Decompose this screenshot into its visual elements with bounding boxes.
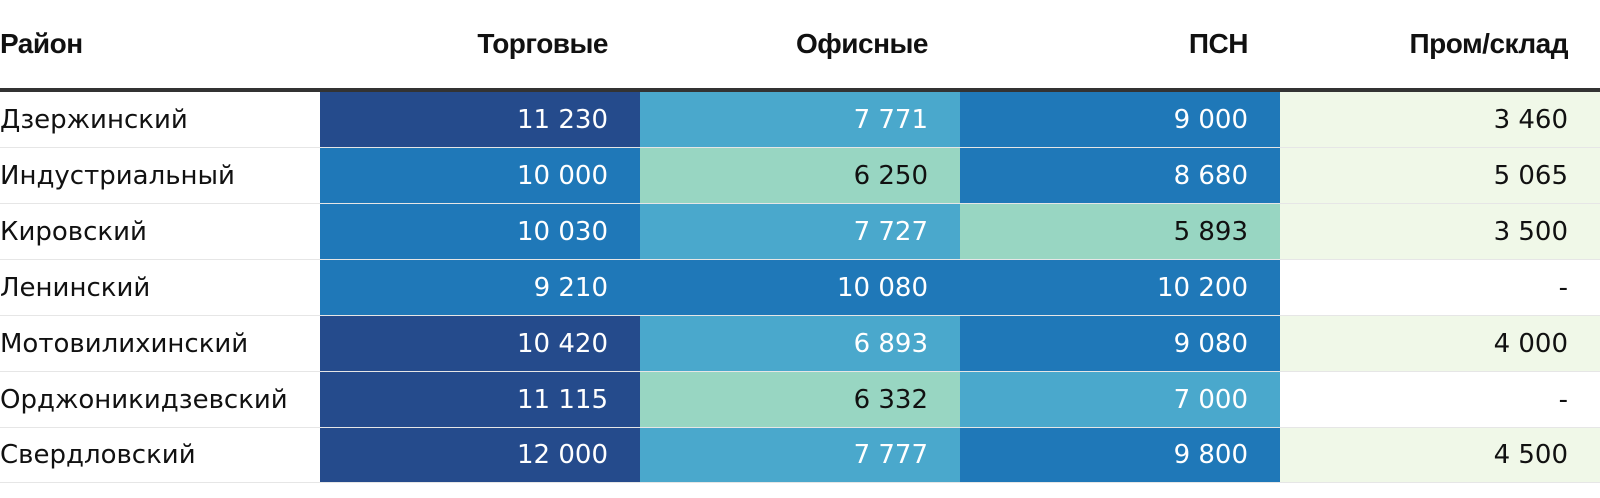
district-name-cell: Индустриальный (0, 147, 320, 204)
price-heatmap-table: Район Торговые Офисные ПСН Пром/склад Дз… (0, 0, 1600, 483)
value-cell-free-purpose: 9 080 (960, 315, 1280, 372)
value-cell-office: 7 727 (640, 203, 960, 260)
value-cell-retail: 9 210 (320, 259, 640, 316)
value-cell-office: 7 771 (640, 90, 960, 148)
table-row: Индустриальный 10 000 6 250 8 680 5 065 (0, 147, 1600, 204)
value-cell-industrial-warehouse: 5 065 (1280, 147, 1600, 204)
value-cell-industrial-warehouse: - (1280, 259, 1600, 316)
value-cell-office: 6 250 (640, 147, 960, 204)
value-cell-office: 7 777 (640, 427, 960, 483)
district-name-cell: Свердловский (0, 427, 320, 483)
value-cell-free-purpose: 9 000 (960, 90, 1280, 148)
value-cell-industrial-warehouse: 3 500 (1280, 203, 1600, 260)
column-header-district: Район (0, 0, 320, 92)
value-cell-free-purpose: 10 200 (960, 259, 1280, 316)
table-row: Свердловский 12 000 7 777 9 800 4 500 (0, 427, 1600, 483)
value-cell-free-purpose: 5 893 (960, 203, 1280, 260)
value-cell-office: 6 332 (640, 371, 960, 428)
value-cell-free-purpose: 8 680 (960, 147, 1280, 204)
value-cell-office: 6 893 (640, 315, 960, 372)
value-cell-industrial-warehouse: 4 000 (1280, 315, 1600, 372)
value-cell-industrial-warehouse: 4 500 (1280, 427, 1600, 483)
value-cell-retail: 11 230 (320, 90, 640, 148)
value-cell-free-purpose: 9 800 (960, 427, 1280, 483)
table-row: Дзержинский 11 230 7 771 9 000 3 460 (0, 90, 1600, 148)
value-cell-retail: 11 115 (320, 371, 640, 428)
value-cell-retail: 10 420 (320, 315, 640, 372)
value-cell-industrial-warehouse: - (1280, 371, 1600, 428)
heatmap-table-container: Район Торговые Офисные ПСН Пром/склад Дз… (0, 0, 1600, 483)
table-body: Дзержинский 11 230 7 771 9 000 3 460 Индустри… (0, 90, 1600, 483)
column-header-retail: Торговые (320, 0, 640, 92)
header-row: Район Торговые Офисные ПСН Пром/склад (0, 0, 1600, 92)
column-header-free-purpose: ПСН (960, 0, 1280, 92)
value-cell-retail: 10 030 (320, 203, 640, 260)
column-header-industrial-warehouse: Пром/склад (1280, 0, 1600, 92)
table-row: Орджоникидзевский 11 115 6 332 7 000- (0, 371, 1600, 428)
value-cell-industrial-warehouse: 3 460 (1280, 90, 1600, 148)
value-cell-retail: 10 000 (320, 147, 640, 204)
column-header-office: Офисные (640, 0, 960, 92)
district-name-cell: Дзержинский (0, 90, 320, 148)
value-cell-free-purpose: 7 000 (960, 371, 1280, 428)
value-cell-office: 10 080 (640, 259, 960, 316)
table-row: Ленинский 9 210 10 080 10 200- (0, 259, 1600, 316)
district-name-cell: Ленинский (0, 259, 320, 316)
value-cell-retail: 12 000 (320, 427, 640, 483)
district-name-cell: Кировский (0, 203, 320, 260)
district-name-cell: Мотовилихинский (0, 315, 320, 372)
table-row: Кировский 10 030 7 727 5 893 3 500 (0, 203, 1600, 260)
table-row: Мотовилихинский 10 420 6 893 9 080 4 000 (0, 315, 1600, 372)
district-name-cell: Орджоникидзевский (0, 371, 320, 428)
